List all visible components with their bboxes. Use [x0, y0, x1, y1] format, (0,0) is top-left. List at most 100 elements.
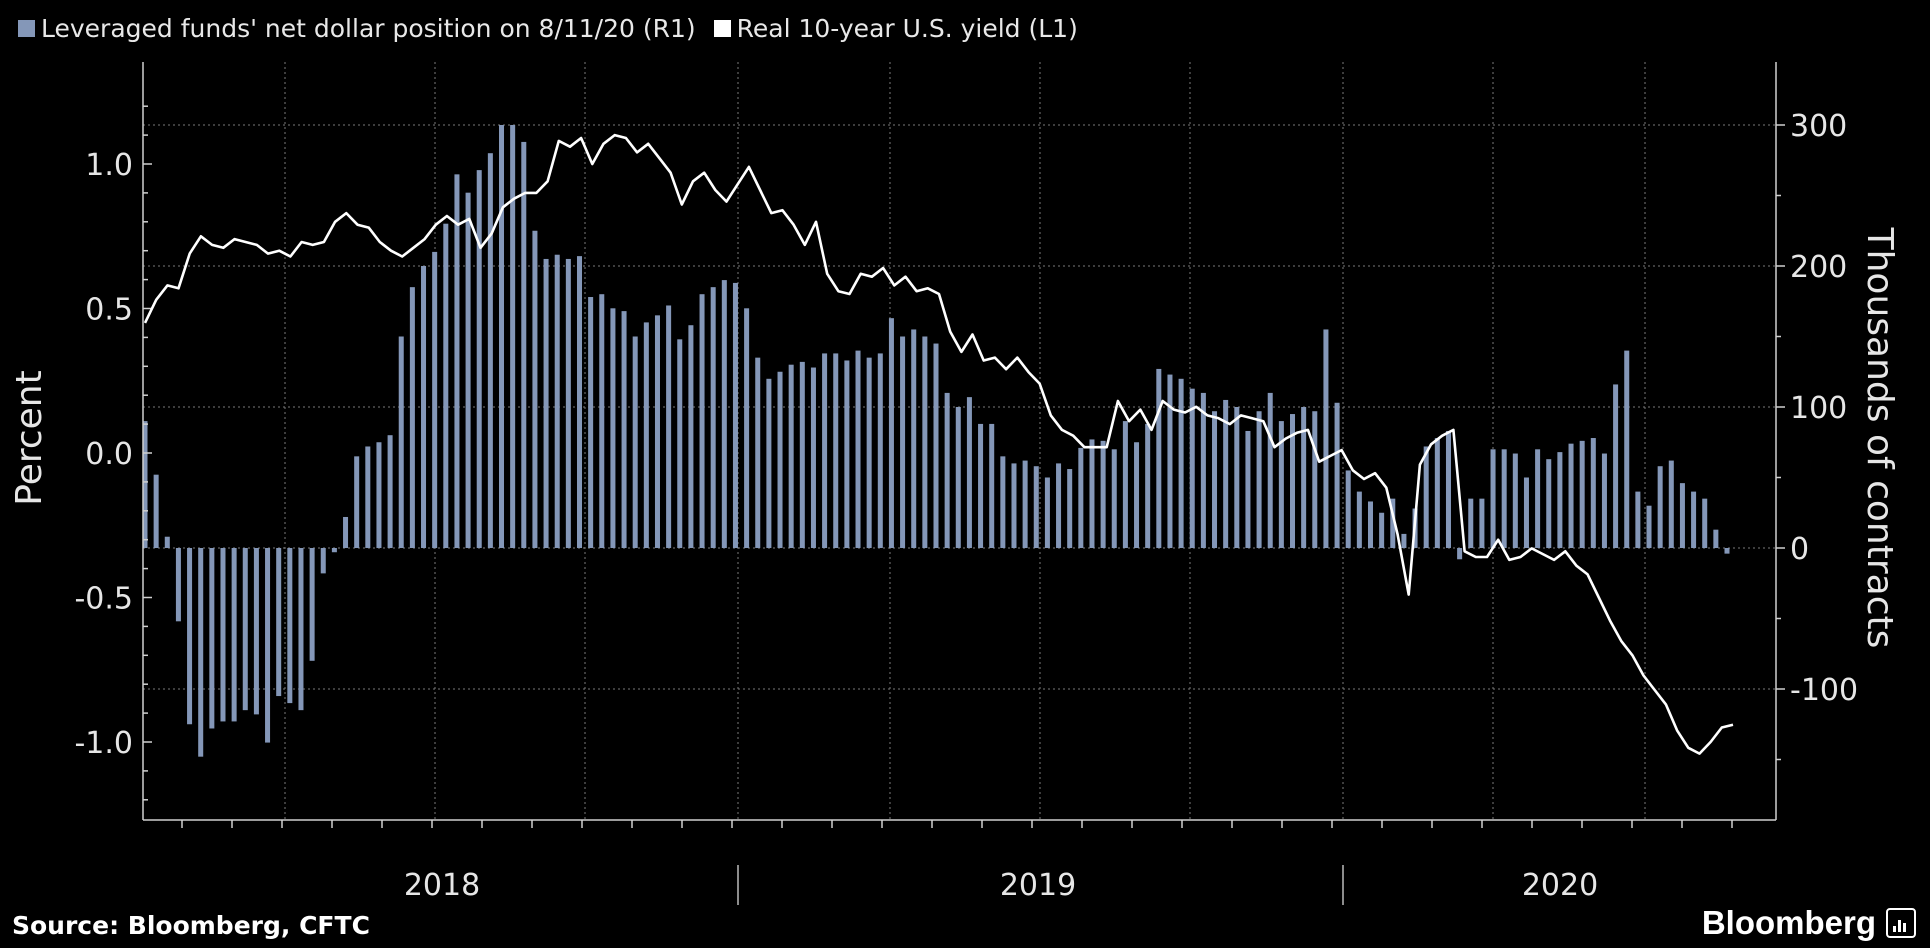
- bar: [1323, 329, 1329, 548]
- line-swatch-icon: [713, 20, 731, 37]
- bar: [1423, 446, 1429, 548]
- bar: [688, 325, 694, 548]
- bar: [432, 251, 438, 548]
- bar: [744, 308, 750, 548]
- left-tick-label: 1.0: [85, 148, 133, 183]
- bar: [1111, 449, 1117, 548]
- bar: [654, 315, 660, 548]
- bar: [1178, 378, 1184, 548]
- bar: [966, 397, 972, 548]
- bar: [588, 297, 594, 548]
- bar: [443, 223, 449, 548]
- bar: [1234, 407, 1240, 548]
- bar: [1278, 421, 1284, 548]
- bar: [877, 353, 883, 548]
- axes: [142, 62, 1785, 905]
- bar: [1601, 453, 1607, 548]
- bar: [220, 548, 226, 722]
- bar: [1156, 368, 1162, 548]
- legend-item-bars: Leveraged funds' net dollar position on …: [18, 14, 696, 43]
- legend: Leveraged funds' net dollar position on …: [18, 14, 1096, 43]
- bar: [1067, 469, 1073, 548]
- bar: [1379, 512, 1385, 548]
- bar: [1022, 460, 1028, 548]
- bar: [1490, 449, 1496, 548]
- bar: [1301, 407, 1307, 548]
- bar: [1646, 505, 1652, 548]
- bar: [1290, 414, 1296, 548]
- bar: [1212, 411, 1218, 548]
- line-series: [143, 133, 1734, 755]
- bar: [331, 548, 337, 553]
- bar: [376, 442, 382, 548]
- legend-bars-label: Leveraged funds' net dollar position on …: [41, 14, 696, 43]
- bar: [209, 548, 215, 729]
- left-axis-title: Percent: [9, 370, 50, 505]
- bar: [253, 548, 259, 715]
- brand-logo: Bloomberg: [1702, 904, 1916, 942]
- bar: [454, 174, 460, 548]
- bar: [855, 350, 861, 548]
- bar: [810, 367, 816, 548]
- bar: [766, 378, 772, 548]
- bar: [1245, 430, 1251, 548]
- bar: [599, 294, 605, 548]
- bar: [1512, 453, 1518, 548]
- bar: [1134, 442, 1140, 548]
- bar: [175, 548, 181, 622]
- bar: [833, 353, 839, 548]
- bar: [365, 446, 371, 548]
- bar: [1223, 399, 1229, 548]
- bar: [866, 357, 872, 548]
- bar: [1535, 449, 1541, 548]
- bar: [276, 548, 282, 697]
- bar: [822, 353, 828, 548]
- bar: [499, 125, 505, 548]
- bar: [487, 153, 493, 548]
- bar: [1390, 498, 1396, 548]
- bar: [1691, 491, 1697, 548]
- left-tick-label: -0.5: [74, 582, 133, 617]
- bar: [643, 322, 649, 548]
- bar: [343, 516, 349, 548]
- bar: [565, 258, 571, 548]
- bar: [1044, 477, 1050, 548]
- bar: [1702, 498, 1708, 548]
- bar: [198, 548, 204, 757]
- bar: [955, 407, 961, 548]
- bar: [398, 336, 404, 548]
- bar: [721, 280, 727, 548]
- x-year-label: 2020: [1522, 868, 1598, 903]
- x-year-label: 2019: [1000, 868, 1076, 903]
- right-tick-label: -100: [1790, 673, 1858, 708]
- bar: [900, 336, 906, 548]
- bar: [788, 364, 794, 548]
- bar: [732, 282, 738, 548]
- bars-swatch-icon: [18, 20, 35, 37]
- bar: [1089, 439, 1095, 548]
- bar: [1546, 459, 1552, 548]
- bar: [298, 548, 304, 711]
- bar: [888, 318, 894, 548]
- bar: [944, 392, 950, 548]
- bar: [354, 456, 360, 548]
- bar: [153, 474, 159, 548]
- bar: [1457, 548, 1463, 560]
- bar: [409, 287, 415, 548]
- bar: [1568, 443, 1574, 548]
- bar: [1256, 411, 1262, 548]
- bar: [309, 548, 315, 661]
- bar: [755, 357, 761, 548]
- bar: [421, 266, 427, 548]
- bar: [922, 336, 928, 548]
- bar: [187, 548, 193, 725]
- bar: [1078, 447, 1084, 548]
- bar: [1434, 438, 1440, 548]
- bar: [320, 548, 326, 574]
- bar: [1679, 483, 1685, 548]
- bar: [387, 435, 393, 548]
- bar: [1189, 388, 1195, 548]
- bar: [242, 548, 248, 711]
- bar: [1334, 402, 1340, 548]
